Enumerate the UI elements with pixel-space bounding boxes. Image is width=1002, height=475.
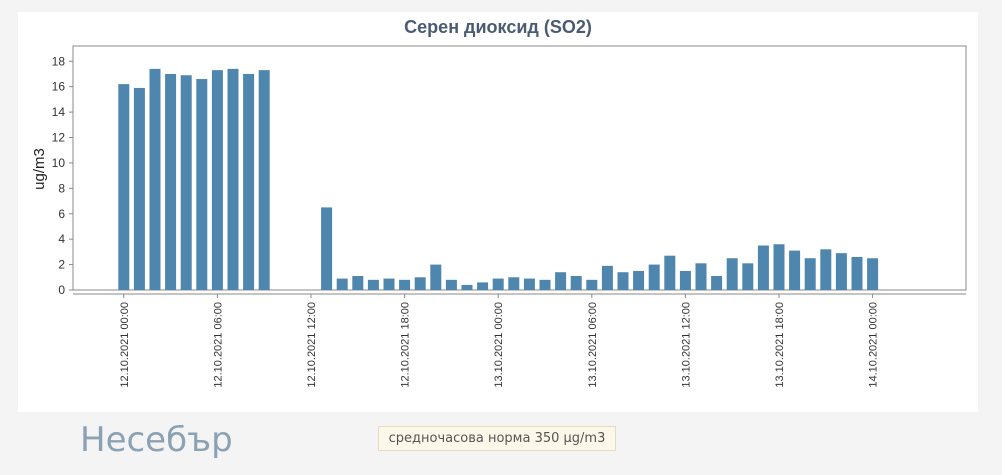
bar xyxy=(570,276,582,290)
x-tick-label: 12.10.2021 12:00 xyxy=(306,302,318,388)
bar xyxy=(383,278,395,290)
y-tick-label: 2 xyxy=(58,258,65,272)
bar xyxy=(367,279,379,290)
bar xyxy=(196,79,208,291)
bar xyxy=(336,278,348,290)
bar xyxy=(648,264,660,290)
bar xyxy=(414,277,426,290)
x-tick-label: 12.10.2021 18:00 xyxy=(400,302,412,388)
bar xyxy=(430,264,442,290)
bar xyxy=(555,272,567,290)
y-tick-label: 4 xyxy=(58,232,65,246)
norm-badge: средночасова норма 350 µg/m3 xyxy=(378,426,616,451)
plot-area: 0 2 4 6 8 10 12 14 16 18 12.10.2021 00:00 12.10.202… xyxy=(52,45,967,388)
bar xyxy=(664,255,676,290)
bar xyxy=(477,282,489,290)
bar xyxy=(180,75,192,290)
bar xyxy=(820,249,832,290)
bar xyxy=(851,256,863,290)
y-axis-label: ug/m3 xyxy=(31,148,48,190)
bar xyxy=(679,270,691,290)
bar xyxy=(742,263,754,290)
bar xyxy=(445,279,457,290)
bar xyxy=(227,68,239,290)
bar xyxy=(258,70,270,290)
bar xyxy=(711,276,723,290)
y-tick-label: 6 xyxy=(58,207,65,221)
bar xyxy=(165,73,177,290)
bar xyxy=(321,207,333,290)
chart-title: Серен диоксид (SO2) xyxy=(404,17,592,37)
y-tick-label: 16 xyxy=(52,80,66,94)
bar xyxy=(118,84,130,290)
bar xyxy=(243,73,255,290)
bar xyxy=(399,279,411,290)
y-tick-label: 12 xyxy=(52,131,66,145)
bar xyxy=(508,277,520,290)
bar xyxy=(867,258,879,290)
x-tick-label: 13.10.2021 00:00 xyxy=(493,302,505,388)
bar xyxy=(149,68,161,290)
station-name: Несебър xyxy=(80,420,233,460)
x-tick-label: 13.10.2021 18:00 xyxy=(774,302,786,388)
x-tick-label: 12.10.2021 00:00 xyxy=(119,302,131,388)
x-tick-label: 14.10.2021 00:00 xyxy=(868,302,880,388)
bar xyxy=(695,263,707,290)
x-tick-label: 12.10.2021 06:00 xyxy=(212,302,224,388)
bar xyxy=(586,279,598,290)
bar xyxy=(601,265,613,290)
bar xyxy=(539,279,551,290)
bar xyxy=(133,87,145,290)
bar xyxy=(789,250,801,290)
y-tick-label: 14 xyxy=(52,105,66,119)
bar xyxy=(492,278,504,290)
bar xyxy=(757,245,769,290)
x-tick-label: 13.10.2021 12:00 xyxy=(680,302,692,388)
chart-svg: Серен диоксид (SO2) ug/m3 0 2 4 6 8 10 12 14 16 1… xyxy=(31,17,967,388)
bar xyxy=(633,270,645,290)
bar xyxy=(773,244,785,290)
bar xyxy=(461,284,473,290)
y-tick-label: 0 xyxy=(58,283,65,297)
bar xyxy=(804,258,816,290)
bar xyxy=(211,70,223,290)
bar xyxy=(617,272,629,290)
y-tick-label: 10 xyxy=(52,156,66,170)
bar xyxy=(523,278,535,290)
y-tick-label: 8 xyxy=(58,181,65,195)
chart-panel: Серен диоксид (SO2) ug/m3 0 2 4 6 8 10 12 14 16 1… xyxy=(18,12,978,412)
y-tick-label: 18 xyxy=(52,54,66,68)
bar xyxy=(835,253,847,290)
x-tick-label: 13.10.2021 06:00 xyxy=(587,302,599,388)
bar xyxy=(726,258,738,290)
bar xyxy=(352,276,364,290)
